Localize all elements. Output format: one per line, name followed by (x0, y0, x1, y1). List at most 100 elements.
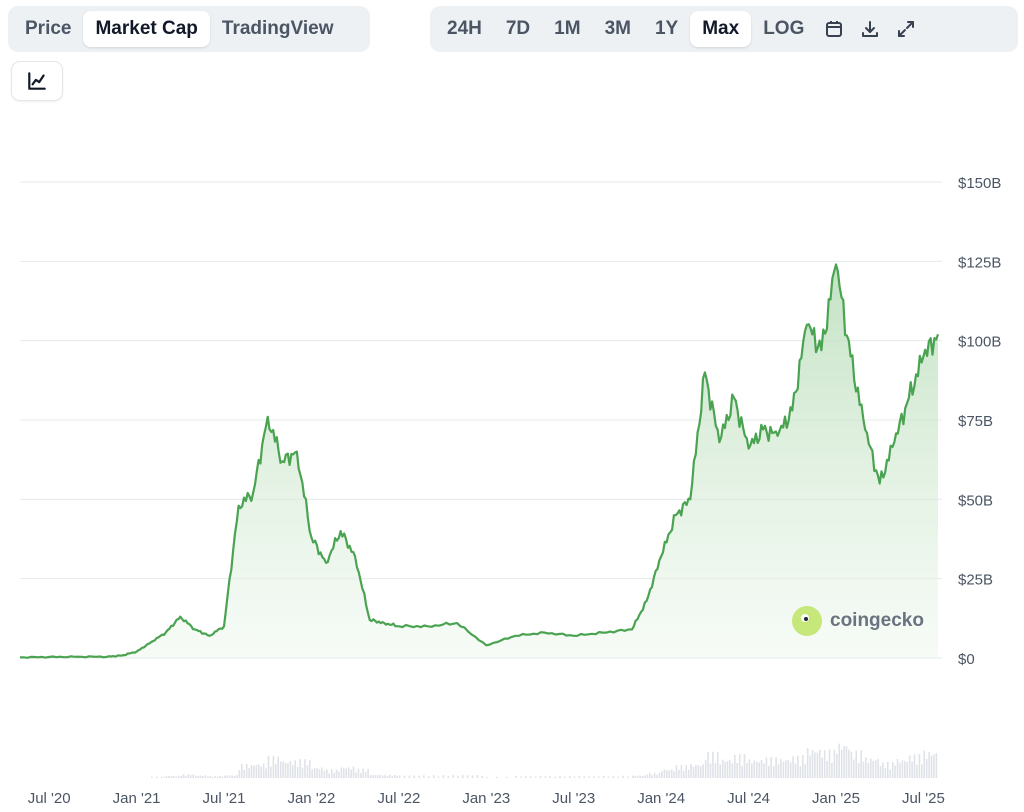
volume-bar (899, 762, 901, 778)
volume-bar (192, 774, 194, 778)
volume-bar (309, 760, 311, 778)
calendar-icon[interactable] (816, 11, 852, 47)
volume-bar (734, 754, 736, 778)
volume-bar (857, 763, 860, 778)
volume-bar (233, 776, 236, 778)
volume-bar (396, 775, 398, 778)
x-tick-label: Jan '25 (812, 790, 860, 807)
volume-bar (867, 763, 870, 778)
volume-bar (923, 750, 925, 778)
volume-bar (833, 749, 836, 778)
volume-bar (666, 770, 668, 778)
volume-bar (588, 776, 590, 778)
volume-bar (299, 759, 301, 778)
volume-bar (646, 774, 649, 778)
volume-bar (394, 774, 396, 778)
y-tick-label: $25B (958, 572, 993, 589)
volume-bar (731, 763, 734, 778)
range-24h[interactable]: 24H (447, 18, 482, 39)
x-tick-label: Jul '22 (377, 790, 420, 807)
volume-bar (323, 770, 326, 778)
volume-bar (806, 748, 809, 778)
volume-bar (437, 776, 440, 778)
volume-bar (758, 762, 760, 778)
volume-bar (272, 755, 275, 778)
volume-bar (287, 763, 289, 778)
volume-bar (530, 776, 532, 778)
range-max[interactable]: Max (690, 11, 752, 47)
y-tick-label: $50B (958, 492, 993, 509)
volume-bar (471, 775, 474, 778)
volume-bar (717, 752, 719, 778)
volume-bar (403, 775, 406, 778)
y-tick-label: $100B (958, 334, 1001, 351)
volume-bar (360, 773, 362, 778)
volume-bar (398, 775, 401, 778)
volume-bar (799, 766, 802, 778)
expand-icon[interactable] (888, 11, 924, 47)
range-7d[interactable]: 7D (505, 18, 531, 39)
range-1y[interactable]: 1Y (654, 18, 679, 39)
volume-bar (180, 775, 182, 778)
volume-bar (700, 766, 702, 778)
volume-bar (911, 761, 913, 778)
volume-bar (879, 766, 882, 778)
volume-bar (848, 749, 850, 778)
volume-bar (811, 750, 814, 778)
volume-bar (236, 775, 238, 778)
volume-bar (933, 754, 935, 778)
volume-bar (772, 766, 775, 778)
volume-bar (602, 775, 605, 778)
volume-bar (457, 775, 459, 778)
volume-bar (768, 765, 770, 778)
tab-price[interactable]: Price (25, 18, 72, 39)
volume-bar (721, 759, 724, 778)
range-1m[interactable]: 1M (554, 18, 581, 39)
volume-bar (190, 775, 192, 778)
volume-bar (673, 771, 675, 778)
volume-bar (627, 776, 629, 778)
volume-bar (838, 743, 840, 778)
volume-bar (874, 760, 877, 778)
volume-bar (617, 776, 619, 778)
volume-bar (338, 771, 340, 778)
volume-bar (661, 771, 663, 778)
volume-bar (452, 775, 454, 778)
volume-bar (872, 760, 874, 778)
volume-bar (182, 774, 185, 778)
volume-bar (656, 774, 658, 778)
range-3m[interactable]: 3M (604, 18, 631, 39)
volume-bar (386, 776, 389, 778)
volume-bar (702, 764, 704, 778)
scale-log[interactable]: LOG (763, 18, 805, 39)
volume-bar (860, 750, 862, 778)
volume-bar (692, 766, 695, 778)
volume-bar (423, 775, 425, 778)
volume-bar (593, 776, 595, 778)
volume-bar (748, 759, 751, 778)
volume-bar (352, 766, 355, 778)
volume-bar (680, 764, 683, 778)
volume-bar (362, 768, 364, 778)
line-chart-icon (28, 72, 46, 90)
volume-bar (340, 767, 343, 778)
volume-bar (921, 764, 923, 778)
volume-bar (544, 776, 547, 778)
volume-bar (466, 775, 469, 778)
tab-market-cap[interactable]: Market Cap (83, 11, 210, 47)
volume-bar (428, 776, 430, 778)
download-icon[interactable] (852, 11, 888, 47)
y-tick-label: $75B (958, 413, 993, 430)
volume-bar (670, 769, 673, 778)
x-tick-label: Jul '25 (902, 790, 945, 807)
volume-bar (746, 762, 748, 778)
volume-bar (901, 760, 904, 778)
volume-bar (894, 765, 896, 778)
volume-bar (262, 763, 265, 778)
chart-type-button[interactable] (12, 62, 62, 100)
volume-bar (690, 764, 692, 778)
volume-bar (211, 776, 214, 778)
volume-bar (712, 751, 714, 778)
tab-tradingview[interactable]: TradingView (221, 18, 334, 39)
